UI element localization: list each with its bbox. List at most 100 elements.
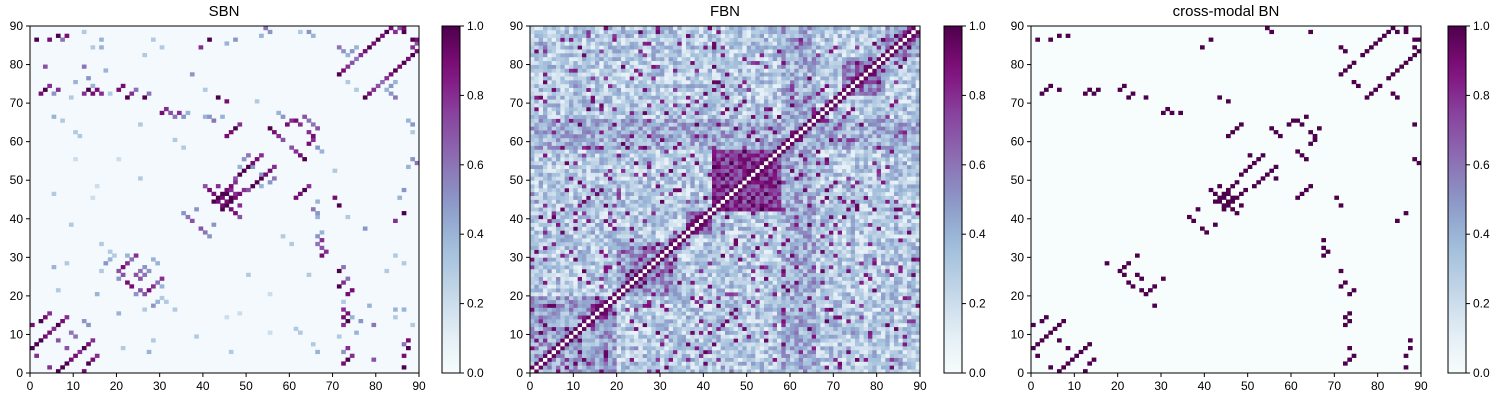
heatmap-cell [655, 187, 661, 193]
heatmap-cell [551, 311, 557, 316]
heatmap-cell [716, 338, 722, 343]
heatmap-cell [621, 357, 626, 362]
heatmap-cell [902, 322, 908, 328]
heatmap-cell [677, 334, 683, 339]
heatmap-cell [764, 238, 769, 243]
heatmap-cell [530, 361, 535, 366]
heatmap-cell [729, 284, 735, 289]
heatmap-cell [772, 203, 778, 208]
heatmap-cell [755, 299, 761, 304]
heatmap-cell [686, 361, 691, 366]
heatmap-cell [729, 214, 735, 220]
heatmap-cell [625, 361, 631, 366]
heatmap-cell [781, 272, 787, 277]
heatmap-cell [603, 334, 609, 339]
heatmap-cell [868, 245, 873, 250]
heatmap-cell [902, 284, 908, 289]
heatmap-cell [850, 238, 856, 243]
heatmap-cell [551, 230, 557, 235]
heatmap-cell [872, 349, 878, 355]
heatmap-cell [612, 249, 618, 254]
heatmap-cell [690, 207, 696, 212]
heatmap-cell [569, 218, 574, 223]
heatmap-cell [668, 369, 674, 374]
heatmap-cell [81, 64, 87, 69]
heatmap-cell [573, 303, 579, 308]
heatmap-cell [876, 180, 882, 185]
heatmap-cell [829, 276, 834, 281]
heatmap-cell [647, 207, 652, 212]
heatmap-cell [712, 180, 717, 185]
heatmap-cell [664, 284, 670, 289]
heatmap-cell [647, 226, 652, 231]
heatmap-cell [837, 361, 843, 366]
heatmap-cell [681, 199, 687, 204]
heatmap-cell [863, 245, 869, 250]
heatmap-cell [608, 365, 613, 370]
heatmap-cell [673, 319, 678, 324]
heatmap-cell [807, 253, 813, 258]
heatmap-cell [233, 195, 238, 200]
heatmap-cell [547, 265, 553, 270]
heatmap-cell [716, 234, 722, 239]
heatmap-cell [642, 276, 648, 281]
heatmap-cell [859, 357, 865, 362]
heatmap-cell [608, 334, 613, 339]
heatmap-cell [881, 346, 886, 351]
heatmap-cell [551, 245, 557, 250]
heatmap-cell [816, 276, 821, 281]
heatmap-cell [603, 268, 609, 274]
heatmap-cell [807, 295, 813, 301]
heatmap-cell [530, 222, 535, 227]
heatmap-cell [785, 187, 791, 193]
heatmap-cell [556, 353, 561, 358]
heatmap-cell [755, 265, 761, 270]
heatmap-cell [577, 199, 583, 204]
heatmap-cell [655, 315, 661, 320]
heatmap-cell [824, 353, 830, 358]
heatmap-cell [798, 338, 804, 343]
heatmap-cell [898, 303, 904, 308]
heatmap-cell [681, 253, 687, 258]
heatmap-cell [577, 330, 583, 335]
heatmap-cell [885, 226, 891, 231]
heatmap-cell [720, 311, 726, 316]
heatmap-cell [824, 195, 830, 200]
heatmap-cell [621, 288, 626, 293]
heatmap-cell [889, 226, 895, 231]
heatmap-cell [280, 234, 286, 239]
heatmap-cell [393, 218, 398, 223]
heatmap-cell [551, 361, 557, 366]
heatmap-cell [807, 184, 813, 189]
heatmap-cell [733, 326, 739, 331]
heatmap-cell [850, 361, 856, 366]
heatmap-cell [690, 184, 696, 189]
heatmap-cell [664, 268, 670, 274]
heatmap-cell [842, 342, 847, 347]
heatmap-cell [755, 295, 761, 301]
heatmap-cell [729, 307, 735, 312]
heatmap-cell [668, 284, 674, 289]
heatmap-cell [530, 299, 535, 304]
heatmap-cell [538, 249, 544, 254]
heatmap-cell [655, 253, 661, 258]
heatmap-cell [798, 245, 804, 250]
heatmap-cell [668, 261, 674, 266]
heatmap-cell [859, 230, 865, 235]
heatmap-cell [811, 241, 817, 247]
heatmap-cell [716, 303, 722, 308]
heatmap-cell [590, 284, 596, 289]
heatmap-cell [586, 265, 592, 270]
heatmap-cell [621, 292, 626, 297]
heatmap-cell [898, 187, 904, 193]
heatmap-cell [881, 249, 886, 254]
heatmap-cell [798, 311, 804, 316]
heatmap-cell [755, 187, 761, 193]
heatmap-cell [595, 245, 600, 250]
heatmap-cell [811, 330, 817, 335]
heatmap-cell [755, 361, 761, 366]
heatmap-cell [677, 238, 683, 243]
heatmap-cell [798, 280, 804, 285]
heatmap-cell [534, 361, 540, 366]
heatmap-cell [738, 222, 743, 227]
